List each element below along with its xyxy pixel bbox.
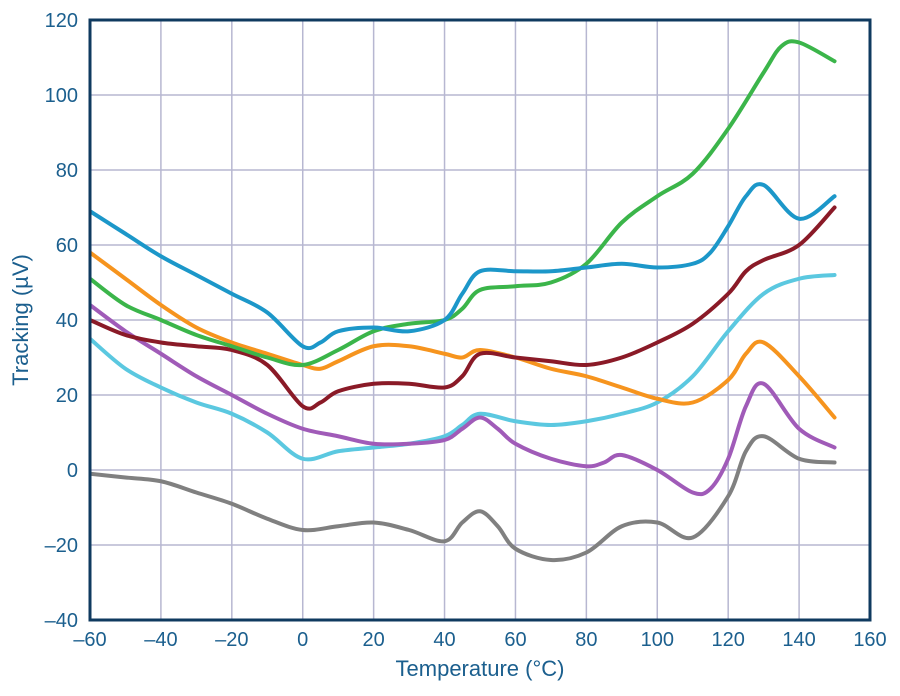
x-tick-label: 140 [782,629,815,651]
x-tick-label: 40 [433,629,455,651]
x-tick-label: 0 [297,629,308,651]
y-tick-label: –20 [45,535,78,557]
y-tick-label: 60 [56,235,78,257]
y-tick-label: –40 [45,610,78,632]
x-tick-label: –60 [73,629,106,651]
y-tick-label: 40 [56,310,78,332]
y-tick-label: 0 [67,460,78,482]
chart-bg [0,0,900,696]
y-tick-label: 20 [56,385,78,407]
y-tick-label: 120 [45,10,78,32]
y-tick-label: 100 [45,85,78,107]
x-tick-label: 100 [641,629,674,651]
x-tick-label: 160 [853,629,886,651]
x-tick-label: 60 [504,629,526,651]
chart-svg: –60–40–20020406080100120140160–40–200204… [0,0,900,696]
x-tick-label: –20 [215,629,248,651]
tracking-chart: –60–40–20020406080100120140160–40–200204… [0,0,900,696]
x-tick-label: 120 [711,629,744,651]
x-axis-label: Temperature (°C) [396,656,565,681]
y-tick-label: 80 [56,160,78,182]
x-tick-label: –40 [144,629,177,651]
y-axis-label: Tracking (µV) [8,254,33,386]
x-tick-label: 20 [363,629,385,651]
x-tick-label: 80 [575,629,597,651]
